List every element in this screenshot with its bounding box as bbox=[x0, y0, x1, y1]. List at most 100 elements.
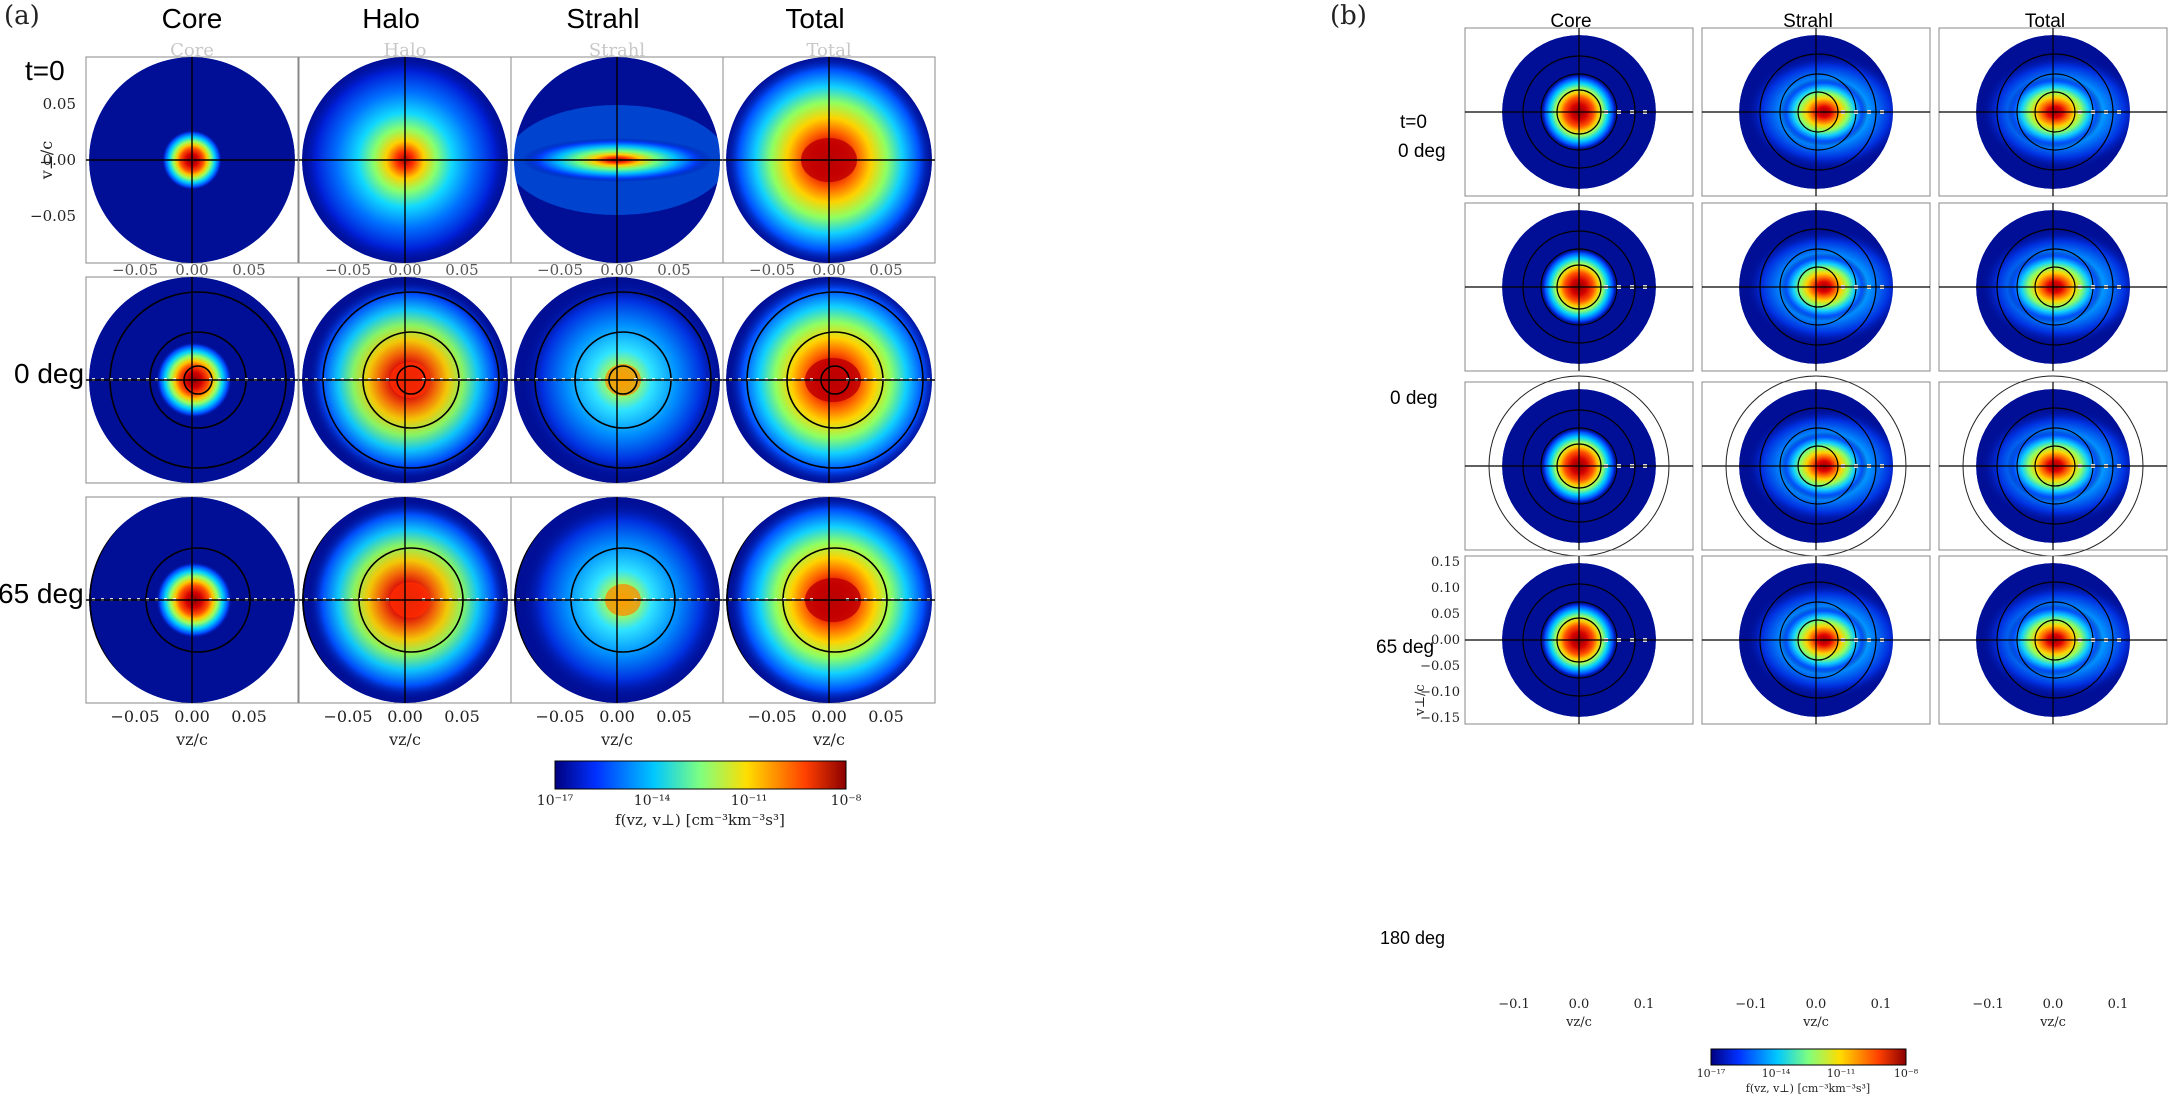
ytick-b: 0.05 bbox=[1431, 607, 1460, 622]
plot-b-r2-c2 bbox=[1938, 375, 2168, 557]
plot-b-r0-c0 bbox=[1464, 27, 1694, 197]
plot-a-r1-c2 bbox=[510, 276, 724, 484]
xtick-b: 0.1 bbox=[1634, 997, 1655, 1012]
xtick-b: 0.0 bbox=[1569, 997, 1590, 1012]
xtick-a-top: 0.00 bbox=[600, 261, 633, 279]
xtick-b: 0.0 bbox=[1806, 997, 1827, 1012]
xtick-a: 0.05 bbox=[656, 707, 692, 726]
col-title-a-total: Total bbox=[785, 3, 844, 34]
xtick-a: 0.05 bbox=[231, 707, 267, 726]
plot-a-r1-c1 bbox=[298, 276, 512, 484]
xtick-a-top: −0.05 bbox=[112, 261, 158, 279]
xtick-a: 0.00 bbox=[174, 707, 210, 726]
xtick-a-top: −0.05 bbox=[537, 261, 583, 279]
plot-b-r3-c2 bbox=[1938, 555, 2168, 725]
panel-b-label: (b) bbox=[1330, 1, 1367, 31]
xtick-a: −0.05 bbox=[747, 707, 796, 726]
xtick-b: −0.1 bbox=[1735, 997, 1767, 1012]
plot-a-r2-c3 bbox=[722, 496, 936, 704]
ylabel-a: v⊥/c bbox=[37, 141, 56, 180]
ytick-b: 0.15 bbox=[1431, 555, 1460, 570]
xtick-a: −0.05 bbox=[535, 707, 584, 726]
row-label-a-0deg: 0 deg bbox=[14, 358, 84, 389]
plot-b-r0-c1 bbox=[1701, 27, 1931, 197]
ylabel-b: v⊥/c bbox=[1413, 684, 1428, 716]
cbar-label-b: f(vz, v⊥) [cm⁻³km⁻³s³] bbox=[1746, 1082, 1870, 1095]
xtick-b: −0.1 bbox=[1972, 997, 2004, 1012]
xlabel-a: vz/c bbox=[175, 730, 208, 749]
xtick-a: 0.00 bbox=[599, 707, 635, 726]
cbar-tick-b: 10⁻⁸ bbox=[1894, 1067, 1919, 1080]
ytick-b: −0.05 bbox=[1420, 659, 1460, 674]
plot-a-r0-c2 bbox=[510, 56, 724, 264]
row-label-a-65deg: 65 deg bbox=[0, 578, 84, 609]
xtick-a: −0.05 bbox=[110, 707, 159, 726]
row-label-b-65deg: 65 deg bbox=[1376, 637, 1434, 658]
cbar-label-a: f(vz, v⊥) [cm⁻³km⁻³s³] bbox=[615, 811, 785, 829]
cbar-tick-b: 10⁻¹⁴ bbox=[1762, 1067, 1791, 1080]
xlabel-a: vz/c bbox=[600, 730, 633, 749]
ytick-b: 0.10 bbox=[1431, 581, 1460, 596]
row-label-b-t0: t=0 bbox=[1400, 112, 1427, 133]
faded-title-a-halo: Halo bbox=[383, 40, 426, 61]
xtick-a-top: 0.00 bbox=[388, 261, 421, 279]
xtick-a: −0.05 bbox=[323, 707, 372, 726]
plot-b-r2-c0 bbox=[1464, 375, 1694, 557]
xtick-a-top: −0.05 bbox=[325, 261, 371, 279]
plot-a-r2-c2 bbox=[510, 496, 724, 704]
xtick-a: 0.00 bbox=[387, 707, 423, 726]
xtick-b: 0.0 bbox=[2043, 997, 2064, 1012]
cbar-tick-a: 10⁻¹⁷ bbox=[537, 793, 574, 809]
row-label-a-t0: t=0 bbox=[25, 55, 65, 86]
xlabel-a: vz/c bbox=[388, 730, 421, 749]
ytick-b: 0.00 bbox=[1431, 633, 1460, 648]
xtick-a: 0.05 bbox=[868, 707, 904, 726]
plot-a-r1-c0 bbox=[85, 276, 299, 484]
cbar-tick-b: 10⁻¹¹ bbox=[1827, 1067, 1856, 1080]
plot-b-r1-c2 bbox=[1938, 202, 2168, 372]
xtick-a-top: −0.05 bbox=[749, 261, 795, 279]
plot-a-r2-c0 bbox=[85, 496, 299, 704]
xtick-b: −0.1 bbox=[1498, 997, 1530, 1012]
colorbar-a bbox=[554, 760, 847, 790]
row-label-b-180deg: 180 deg bbox=[1380, 928, 1445, 948]
cbar-tick-a: 10⁻¹⁴ bbox=[634, 793, 671, 809]
xtick-a: 0.00 bbox=[811, 707, 847, 726]
colorbar-b bbox=[1710, 1048, 1907, 1066]
xtick-b: 0.1 bbox=[2108, 997, 2129, 1012]
row-label-b-0deg-a: 0 deg bbox=[1398, 141, 1446, 162]
plot-b-r1-c1 bbox=[1701, 202, 1931, 372]
plot-b-r1-c0 bbox=[1464, 202, 1694, 372]
ytick-a: −0.05 bbox=[30, 207, 76, 225]
ytick-a: 0.00 bbox=[43, 151, 76, 169]
col-title-a-halo: Halo bbox=[362, 3, 420, 34]
faded-title-a-core: Core bbox=[170, 40, 214, 61]
col-title-a-core: Core bbox=[162, 3, 223, 34]
plot-b-r2-c1 bbox=[1701, 375, 1931, 557]
ytick-b: −0.10 bbox=[1420, 685, 1460, 700]
plot-a-r0-c3 bbox=[722, 56, 936, 264]
xtick-a-top: 0.05 bbox=[445, 261, 478, 279]
plot-b-r3-c1 bbox=[1701, 555, 1931, 725]
col-title-b-core: Core bbox=[1550, 11, 1591, 32]
plot-a-r0-c0 bbox=[85, 56, 299, 264]
ytick-b: −0.15 bbox=[1420, 711, 1460, 726]
col-title-b-strahl: Strahl bbox=[1783, 11, 1833, 32]
panel-a-label: (a) bbox=[4, 1, 40, 31]
xtick-a: 0.05 bbox=[444, 707, 480, 726]
plot-a-r1-c3 bbox=[722, 276, 936, 484]
xtick-a-top: 0.00 bbox=[812, 261, 845, 279]
col-title-b-total: Total bbox=[2025, 11, 2065, 32]
xlabel-b: vz/c bbox=[1565, 1015, 1592, 1030]
faded-title-a-strahl: Strahl bbox=[589, 40, 645, 61]
faded-title-a-total: Total bbox=[806, 40, 851, 61]
cbar-tick-b: 10⁻¹⁷ bbox=[1697, 1067, 1726, 1080]
plot-a-r2-c1 bbox=[298, 496, 512, 704]
cbar-tick-a: 10⁻¹¹ bbox=[731, 793, 767, 809]
xtick-a-top: 0.05 bbox=[657, 261, 690, 279]
plot-a-r0-c1 bbox=[298, 56, 512, 264]
plot-b-r0-c2 bbox=[1938, 27, 2168, 197]
ytick-a: 0.05 bbox=[43, 95, 76, 113]
xtick-b: 0.1 bbox=[1871, 997, 1892, 1012]
